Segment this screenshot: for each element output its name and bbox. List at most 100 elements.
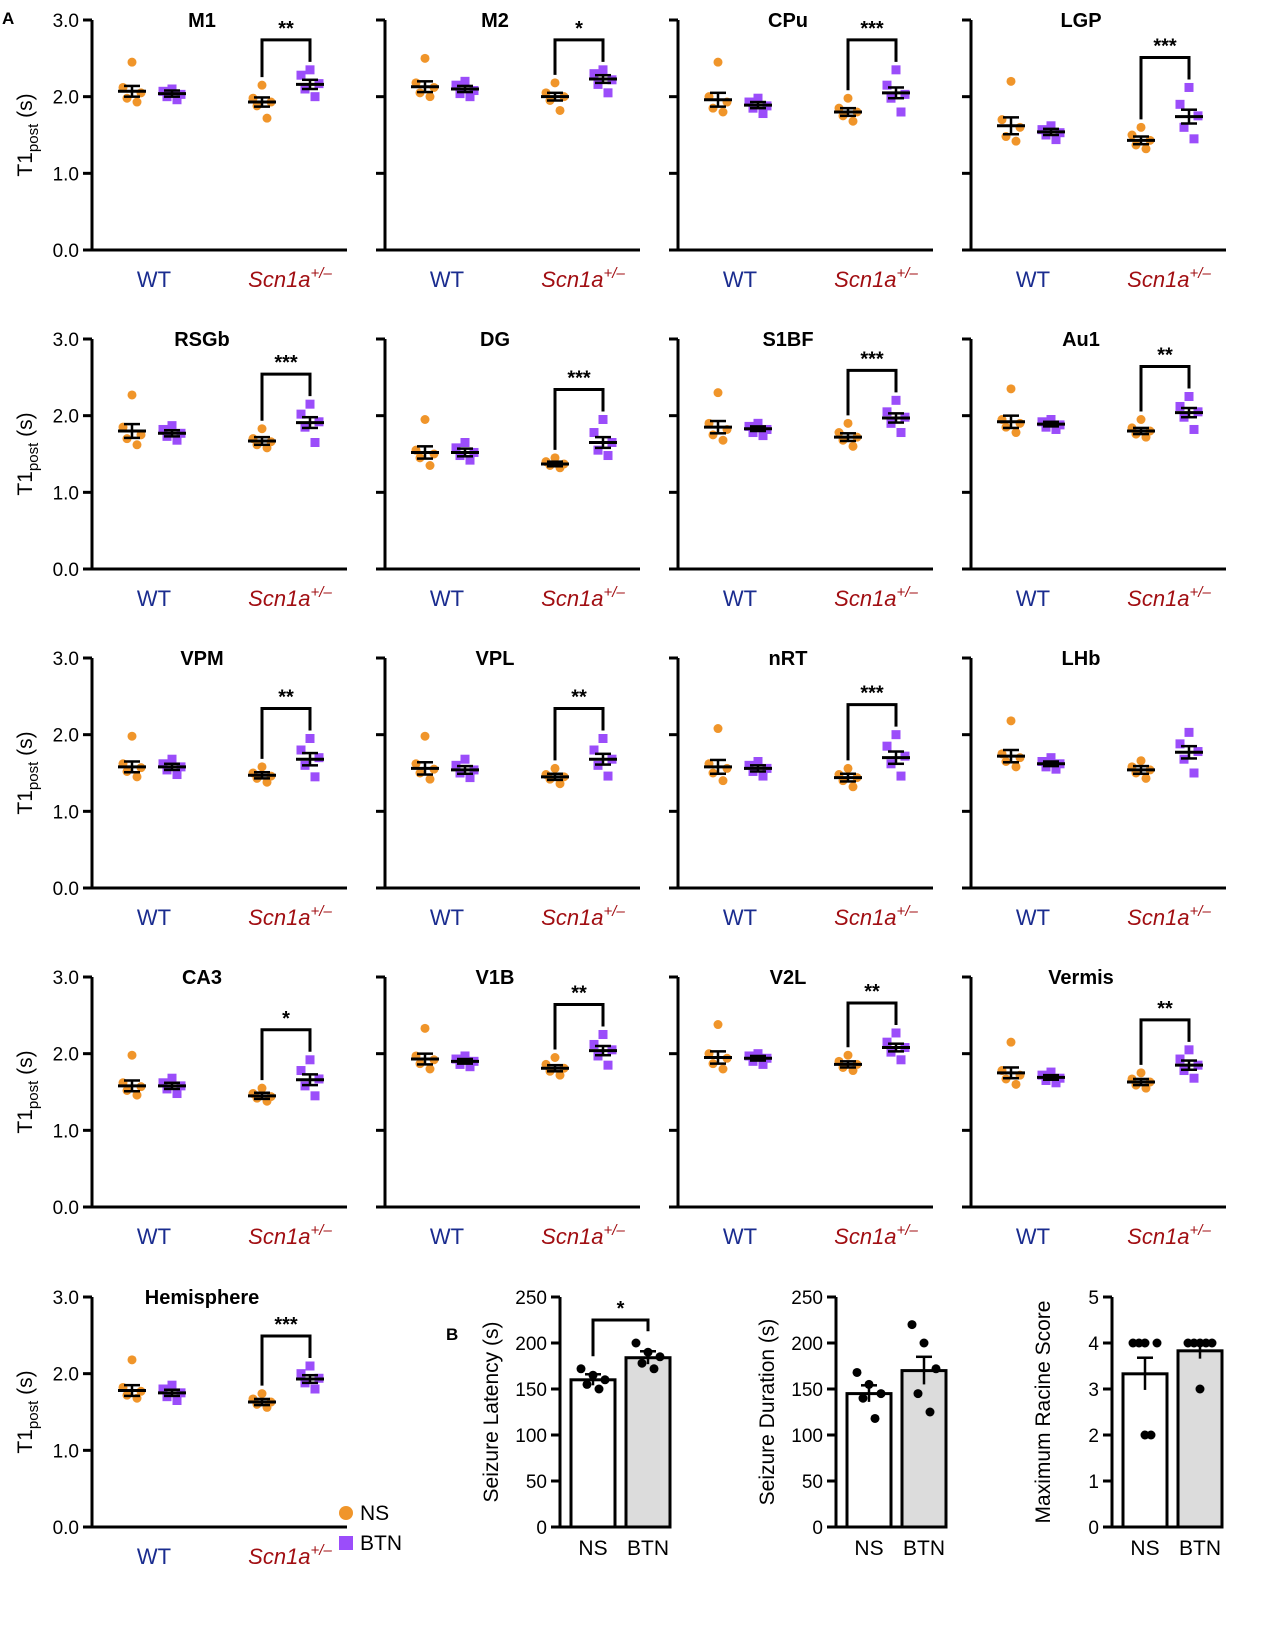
data-point xyxy=(852,1367,862,1377)
significance-bracket xyxy=(553,388,605,450)
data-point-btn xyxy=(305,65,315,75)
panel-title: DG xyxy=(480,329,510,351)
x-category-label-scn1a: Scn1a+/– xyxy=(834,265,918,292)
data-point xyxy=(858,1393,868,1403)
significance-bracket xyxy=(846,1001,898,1048)
data-point-ns xyxy=(1006,76,1016,86)
data-point-ns xyxy=(550,78,560,88)
data-point-btn xyxy=(891,730,901,740)
panel-title: VPL xyxy=(476,648,515,670)
panel-nrt: nRT WT Scn1a+/– *** xyxy=(669,648,933,930)
data-point-ns xyxy=(1015,418,1025,428)
data-point-btn xyxy=(314,753,324,763)
data-point-ns xyxy=(132,97,142,107)
data-point-ns xyxy=(713,1020,723,1030)
y-tick-label: 1 xyxy=(1088,1472,1099,1493)
data-point-btn xyxy=(172,770,182,780)
data-point-btn xyxy=(167,1380,177,1390)
data-point-ns xyxy=(1011,1079,1021,1089)
data-point-ns xyxy=(1136,415,1146,424)
data-point xyxy=(876,1389,886,1399)
data-point-btn xyxy=(1189,1073,1199,1083)
bar-btn xyxy=(624,1356,672,1529)
panel-racine-score: 0 1 2 3 4 5 Maximum Racine Score NS BTN xyxy=(1032,1288,1224,1560)
data-point-btn xyxy=(296,1369,306,1379)
y-tick-label: 0 xyxy=(536,1518,547,1539)
data-point-btn xyxy=(305,734,315,743)
panel-title: V1B xyxy=(476,967,515,989)
significance-stars: * xyxy=(617,1298,625,1320)
data-point-btn xyxy=(1051,135,1061,145)
y-tick-label: 2.0 xyxy=(53,407,79,428)
data-point-btn xyxy=(753,418,763,428)
y-axis-label: Seizure Duration (s) xyxy=(756,1319,779,1506)
data-point-btn xyxy=(451,760,461,770)
x-category-label-scn1a: Scn1a+/– xyxy=(248,584,332,611)
data-point-ns xyxy=(708,103,718,113)
significance-bracket xyxy=(553,38,605,75)
data-point-btn xyxy=(589,69,599,79)
data-point-ns xyxy=(848,116,858,126)
data-point-ns xyxy=(550,763,560,773)
data-point-btn xyxy=(172,95,182,105)
x-category-label-wt: WT xyxy=(137,586,171,611)
panel-seizure-latency: 0 50 100 150 200 250 Seizure Latency (s) NS BTN * xyxy=(480,1288,672,1560)
data-point-btn xyxy=(896,107,906,117)
data-point-ns xyxy=(262,113,272,123)
data-point-btn xyxy=(1179,122,1189,132)
y-axis-label: T1post (s) xyxy=(14,1050,42,1133)
x-category-label-scn1a: Scn1a+/– xyxy=(541,584,625,611)
data-point xyxy=(655,1352,665,1362)
data-point-btn xyxy=(1175,99,1185,109)
data-point-ns xyxy=(425,461,435,470)
data-point-btn xyxy=(598,415,608,424)
data-point-ns xyxy=(420,1023,430,1033)
panel-vpm: 0.0 1.0 2.0 3.0 VPM T1post (s) WT Scn1a+/– ** xyxy=(14,648,347,930)
data-point xyxy=(649,1364,659,1374)
x-category-label-scn1a: Scn1a+/– xyxy=(834,903,918,930)
data-point-ns xyxy=(843,763,853,773)
panel-title: LHb xyxy=(1062,648,1101,670)
panel-title: V2L xyxy=(770,967,807,989)
x-category-label-scn1a: Scn1a+/– xyxy=(248,903,332,930)
data-point-ns xyxy=(132,440,142,450)
data-point-btn xyxy=(891,395,901,405)
data-point-btn xyxy=(455,89,465,99)
panel-title: M2 xyxy=(481,10,509,32)
panel-vermis: Vermis WT Scn1a+/– ** xyxy=(962,967,1226,1249)
data-point xyxy=(1201,1338,1211,1348)
x-category-label-wt: WT xyxy=(430,586,464,611)
data-point-btn xyxy=(896,428,906,438)
x-category-label: NS xyxy=(854,1537,883,1560)
significance-stars: ** xyxy=(278,687,294,709)
x-category-label-wt: WT xyxy=(137,1544,171,1569)
significance-bracket xyxy=(260,372,312,421)
data-point-ns xyxy=(1136,756,1146,766)
panel-title: CA3 xyxy=(182,967,222,989)
x-category-label-scn1a: Scn1a+/– xyxy=(1127,265,1211,292)
data-point xyxy=(582,1379,592,1389)
y-tick-label: 2 xyxy=(1088,1426,1099,1447)
y-tick-label: 2.0 xyxy=(53,1365,79,1386)
data-point-btn xyxy=(465,92,475,102)
data-point-btn xyxy=(744,760,754,770)
data-point-ns xyxy=(718,776,728,786)
data-point-btn xyxy=(593,445,603,455)
data-point-ns xyxy=(834,103,844,113)
data-point-btn xyxy=(310,1384,320,1394)
data-point-ns xyxy=(1136,1068,1146,1078)
data-point-btn xyxy=(460,438,470,447)
data-point-btn xyxy=(167,754,177,764)
panel-title: VPM xyxy=(180,648,223,670)
legend-btn-label: BTN xyxy=(360,1532,402,1555)
data-point xyxy=(907,1320,917,1330)
data-point-btn xyxy=(296,70,306,80)
panel-lgp: LGP WT Scn1a+/– *** xyxy=(962,10,1226,292)
data-point-btn xyxy=(603,1060,613,1070)
significance-bracket xyxy=(553,707,605,761)
data-point-ns xyxy=(425,92,435,102)
significance-bracket xyxy=(260,1334,312,1386)
data-point-btn xyxy=(896,1055,906,1065)
data-point-btn xyxy=(1184,727,1194,737)
